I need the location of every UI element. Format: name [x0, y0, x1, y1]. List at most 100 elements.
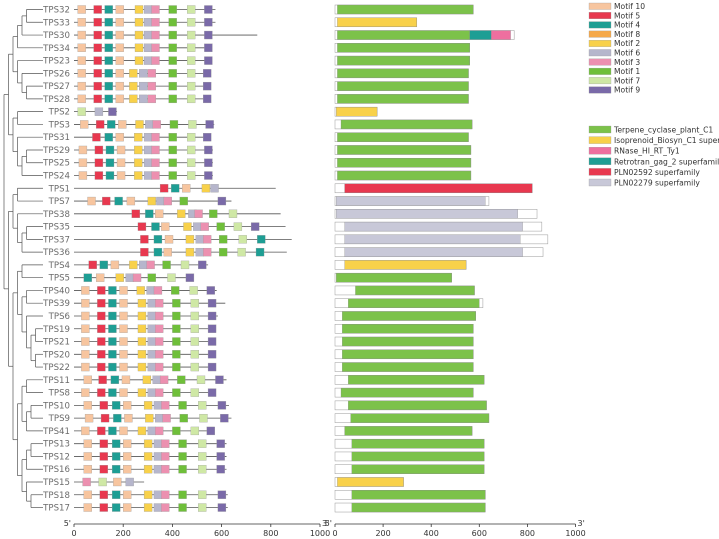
motif-box-m7 [198, 439, 207, 448]
motif-box-m9 [215, 375, 224, 384]
motif-box-m4 [153, 235, 163, 244]
motif-box-m10 [113, 477, 122, 487]
legend-label: RNase_HI_RT_Ty1 [614, 147, 680, 156]
motif-box-m2 [129, 69, 138, 78]
motif-box-m10 [115, 5, 124, 14]
motif-box-m6 [153, 439, 163, 448]
gene-label: TPS36 [42, 248, 70, 258]
motif-box-m10 [81, 426, 90, 436]
motif-box-m4 [108, 324, 117, 333]
motif-box-m5 [93, 18, 102, 27]
motif-box-m10 [83, 375, 92, 384]
legend-label: Motif 3 [614, 58, 640, 67]
motif-box-m10 [119, 337, 128, 346]
motif-box-m5 [131, 209, 140, 218]
domain-box-terp [340, 387, 474, 398]
motif-box-m3 [147, 69, 156, 78]
motif-box-m2 [135, 120, 144, 129]
domain-box-pln79 [336, 196, 486, 206]
motif-box-m3 [202, 235, 212, 244]
domain-box-terp [337, 4, 474, 15]
gene-label: TPS41 [42, 427, 70, 437]
motif-box-m9 [204, 171, 213, 180]
gene-label: TPS19 [42, 325, 70, 335]
motif-box-m3 [155, 311, 164, 321]
gene-label: TPS4 [48, 261, 70, 271]
legend-swatch-m7 [588, 77, 612, 85]
domain-box-terp [337, 132, 469, 142]
motif-box-m1 [172, 426, 181, 436]
motif-box-m3 [155, 350, 164, 359]
legend-label: Motif 5 [614, 11, 640, 20]
motif-box-m9 [207, 362, 217, 372]
motif-box-m9 [204, 145, 213, 155]
domain-box-pln79 [344, 221, 523, 232]
motif-box-m2 [143, 401, 153, 410]
motif-box-m9 [207, 324, 217, 333]
motif-box-m10 [123, 439, 132, 448]
motif-box-m10 [116, 171, 126, 180]
domain-box-pln79 [344, 247, 523, 257]
motif-box-m10 [110, 260, 120, 270]
gene-label: TPS11 [42, 376, 70, 386]
motif-box-m9 [217, 196, 227, 206]
domain-box-terp [340, 119, 473, 130]
domain-box-terp [351, 490, 486, 500]
motif-box-m4 [257, 235, 266, 244]
domain-box-iso [344, 260, 467, 270]
motif-box-m10 [115, 43, 124, 52]
domain-box-terp [337, 145, 472, 155]
domain-box-terp [342, 311, 476, 321]
motif-box-m4 [104, 133, 113, 142]
motif-box-m10 [80, 120, 89, 129]
motif-box-m1 [178, 465, 187, 474]
motif-box-m10 [115, 69, 124, 78]
motif-box-m4 [83, 273, 92, 282]
motif-box-m2 [143, 439, 153, 448]
motif-box-m4 [153, 247, 163, 257]
gene-label: TPS15 [42, 478, 70, 488]
motif-box-m3 [161, 452, 170, 461]
gene-label: TPS27 [42, 82, 70, 92]
motif-box-m5 [97, 337, 106, 346]
motif-box-m5 [100, 413, 110, 423]
motif-box-m9 [198, 260, 207, 270]
motif-box-m2 [129, 81, 138, 91]
motif-box-m9 [204, 56, 213, 65]
motif-box-m6 [153, 401, 163, 410]
motif-box-m6 [143, 133, 153, 142]
domain-box-terp [337, 55, 470, 66]
gene-label: TPS13 [42, 440, 70, 450]
motif-box-m10 [78, 171, 88, 180]
legend-label: Isoprenoid_Biosyn_C1 superfamily [614, 136, 719, 145]
gene-label: TPS5 [48, 274, 70, 284]
motif-box-m1 [168, 18, 177, 27]
motif-box-m3 [155, 426, 164, 436]
motif-box-m2 [137, 311, 147, 321]
motif-box-m5 [97, 311, 106, 321]
motif-box-m1 [172, 337, 181, 346]
motif-box-m4 [108, 426, 117, 436]
domain-box-terp [337, 68, 469, 78]
motif-box-m10 [81, 299, 90, 308]
motif-box-m10 [77, 69, 86, 78]
gene-label: TPS37 [42, 235, 70, 245]
motif-box-m4 [105, 145, 115, 155]
motif-box-m1 [168, 5, 177, 14]
gene-label: TPS18 [42, 491, 70, 501]
motif-box-m2 [129, 94, 138, 104]
legend-swatch-m10 [588, 2, 612, 10]
domain-box-pln79 [344, 234, 521, 245]
motif-box-m5 [99, 439, 108, 448]
motif-box-m3 [147, 81, 156, 91]
domain-box-terp [342, 349, 474, 359]
axis-tick-label: 200 [375, 529, 390, 538]
motif-box-m9 [204, 5, 213, 14]
motif-box-m4 [105, 171, 115, 180]
motif-box-m10 [81, 388, 90, 397]
motif-box-m10 [119, 324, 128, 333]
motif-box-m1 [168, 30, 177, 40]
domain-box-terp [355, 285, 475, 296]
motif-box-m3 [202, 247, 212, 257]
